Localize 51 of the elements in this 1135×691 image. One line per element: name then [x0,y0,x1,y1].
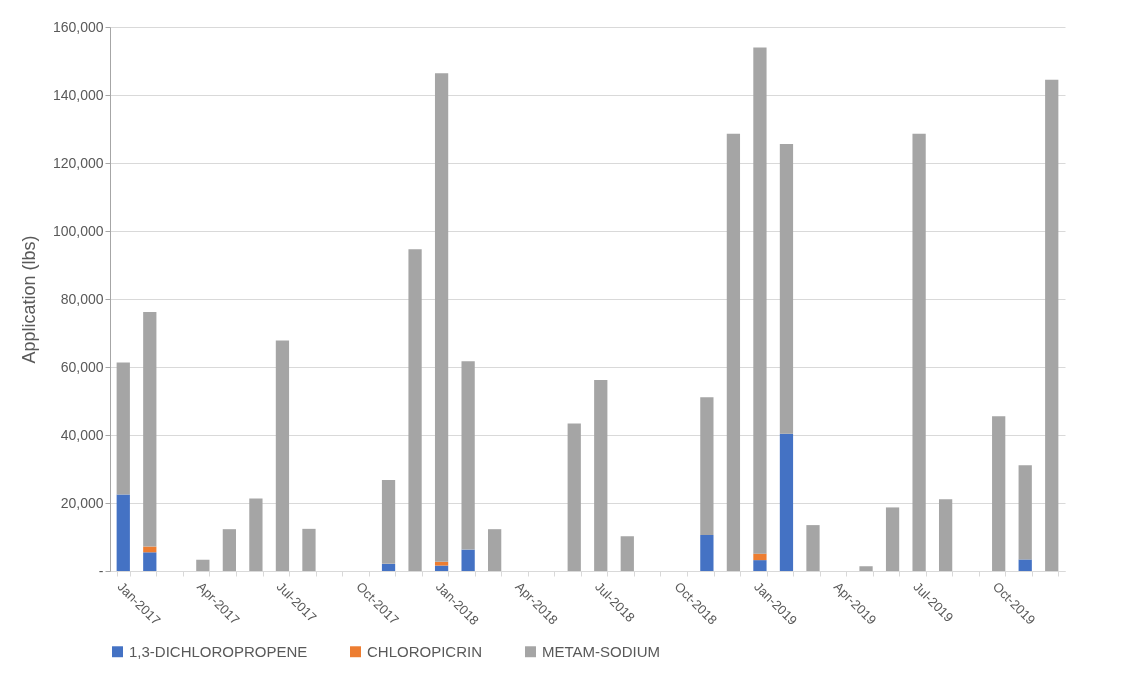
bar [196,559,210,571]
bar [434,561,449,566]
legend-label: METAM-SODIUM [542,642,661,660]
bar [1045,79,1059,571]
y-tick-label: 120,000 [52,154,104,171]
bar [116,494,130,571]
bar [1018,559,1032,571]
bar [1018,465,1032,560]
bar [594,379,608,571]
bar [753,560,767,571]
y-axis-title: Application (lbs) [18,235,39,364]
y-tick-label: 20,000 [60,494,104,511]
bar [222,529,237,571]
y-tick-label: 40,000 [60,426,104,443]
bar [143,311,157,547]
y-tick-label: - [98,562,104,579]
bar [381,479,396,564]
bar [461,549,475,571]
y-tick-label: 140,000 [52,86,104,103]
bar [567,423,581,571]
bar [753,47,767,554]
bar [938,499,953,571]
bar [912,133,926,571]
bar [488,529,502,571]
bar [434,73,449,562]
bar [859,566,873,571]
bar [620,536,634,571]
y-tick-label: 60,000 [60,358,104,375]
bar [275,340,290,571]
bar [753,553,767,561]
y-tick-label: 160,000 [52,18,104,35]
bar [116,362,130,495]
bar [143,552,157,571]
bar [700,534,714,571]
bar [249,498,263,571]
legend-label: 1,3-DICHLOROPROPENE [129,642,308,660]
bar [992,416,1006,571]
bar [381,563,396,571]
bar [885,507,900,571]
y-tick-label: 80,000 [60,290,104,307]
bar [700,397,714,535]
bar [302,528,316,571]
legend-label: CHLOROPICRIN [367,642,483,660]
bar [408,249,422,571]
bar [461,361,475,550]
y-tick-label: 100,000 [52,222,104,239]
bar [779,433,794,571]
bar [726,133,741,571]
bar [806,525,820,571]
bar [434,565,449,571]
bar [779,143,794,434]
